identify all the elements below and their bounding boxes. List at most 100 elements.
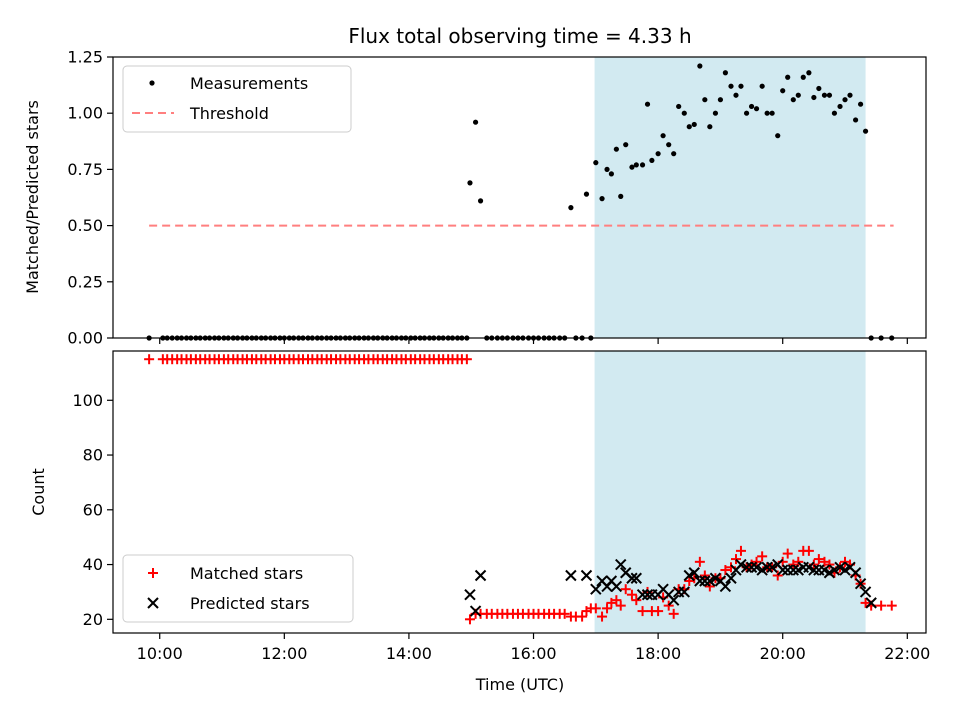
measurement-point [604, 166, 610, 172]
matched-star-point [597, 611, 608, 622]
matched-star-point [577, 611, 588, 622]
matched-star-point [620, 584, 631, 595]
measurement-point [608, 171, 614, 177]
bottom-panel: 20 40 60 80 100 10:00 12:00 14:00 16:00 18:00 20:… [29, 350, 930, 694]
top-panel: 0.00 0.25 0.50 0.75 1.00 1.25 Matched/Predict… [23, 48, 927, 348]
predicted-star-point [474, 569, 487, 582]
legend-label-measurements: Measurements [190, 74, 308, 93]
x-tick-label: 16:00 [510, 644, 556, 663]
matched-star-point [611, 595, 622, 606]
measurement-point [806, 70, 812, 76]
y-tick-label: 80 [83, 446, 103, 465]
measurement-point [800, 74, 806, 80]
matched-star-point [699, 570, 710, 581]
matched-star-point [876, 600, 887, 611]
measurement-point [691, 121, 697, 128]
y-tick-label: 60 [83, 500, 103, 519]
matched-star-point [735, 545, 746, 556]
matched-star-point [590, 603, 601, 614]
matched-star-point [559, 608, 570, 619]
predicted-star-point [678, 586, 690, 598]
matched-star-point [824, 559, 835, 570]
top-y-axis-label: Matched/Predicted stars [23, 100, 42, 294]
measurement-point [477, 198, 484, 204]
matched-star-point [668, 608, 679, 619]
matched-star-point [860, 597, 871, 608]
x-tick-label: 22:00 [884, 644, 930, 663]
matched-star-point [803, 545, 814, 556]
predicted-star-point [464, 588, 476, 601]
predicted-star-point [580, 569, 593, 582]
bottom-y-axis-ticks: 20 40 60 80 100 [72, 391, 113, 629]
y-tick-label: 0.75 [67, 160, 103, 179]
legend-marker-matched [148, 568, 158, 578]
measurement-point [847, 92, 853, 98]
measurement-point [666, 142, 672, 148]
predicted-star-point [735, 558, 747, 571]
measurement-point [790, 97, 796, 103]
matched-star-point [813, 554, 824, 565]
measurement-point [568, 205, 574, 211]
predicted-star-point [777, 564, 789, 576]
top-legend: Measurements Threshold [122, 65, 352, 133]
matched-star-point [886, 600, 897, 611]
matched-star-point [602, 603, 613, 614]
top-legend-box [122, 65, 352, 133]
predicted-star-point [688, 567, 700, 579]
x-axis-label: Time (UTC) [475, 675, 564, 694]
measurement-point [618, 193, 624, 199]
bottom-y-axis-label: Count [29, 468, 48, 516]
measurement-point [733, 92, 739, 98]
matched-star-point [464, 614, 475, 625]
measurement-point [826, 92, 833, 98]
legend-plus-glyph [148, 568, 158, 578]
predicted-star-point [740, 561, 753, 573]
measurement-point [857, 101, 864, 107]
matched-star-point [637, 606, 648, 617]
predicted-star-point [828, 564, 841, 576]
measurement-point [671, 151, 677, 157]
top-highlight-span [594, 57, 866, 338]
matched-star-point [626, 589, 637, 600]
y-tick-label: 0.00 [67, 329, 103, 348]
matched-stars-points [144, 354, 897, 625]
predicted-stars-points [464, 558, 877, 617]
matched-star-point [663, 600, 674, 611]
legend-label-predicted: Predicted stars [190, 594, 310, 613]
bottom-highlight-span [594, 351, 866, 633]
x-tick-label: 10:00 [137, 644, 183, 663]
matched-star-point [653, 606, 664, 617]
matched-star-point [461, 354, 472, 365]
matched-star-point [144, 354, 155, 365]
legend-x-glyph [147, 597, 159, 609]
measurement-point [623, 142, 629, 148]
measurement-point [655, 151, 661, 157]
measurement-point [728, 83, 734, 89]
predicted-star-point [766, 561, 778, 573]
measurement-point [811, 94, 817, 101]
matched-star-point [772, 570, 783, 581]
y-tick-label: 0.50 [67, 216, 103, 235]
measurement-point [795, 92, 801, 98]
measurement-point [613, 146, 619, 152]
matched-star-point [730, 554, 741, 565]
predicted-star-point [859, 586, 872, 598]
measurement-point [753, 106, 760, 112]
matched-star-point [751, 556, 762, 567]
y-tick-label: 40 [83, 555, 103, 574]
top-plot-frame [112, 56, 927, 339]
measurement-point [649, 157, 655, 164]
matched-star-point [694, 556, 705, 567]
top-y-axis-ticks: 0.00 0.25 0.50 0.75 1.00 1.25 [67, 48, 113, 348]
measurement-point [837, 103, 843, 110]
legend-marker-measurements [149, 80, 155, 86]
predicted-star-point [854, 578, 867, 590]
measurement-point [764, 110, 770, 116]
x-tick-label: 18:00 [635, 644, 681, 663]
y-tick-label: 100 [72, 391, 103, 410]
measurement-point [686, 124, 692, 130]
measurement-point [593, 160, 599, 166]
predicted-star-point [610, 580, 623, 593]
top-x-axis-ticks [159, 338, 908, 344]
